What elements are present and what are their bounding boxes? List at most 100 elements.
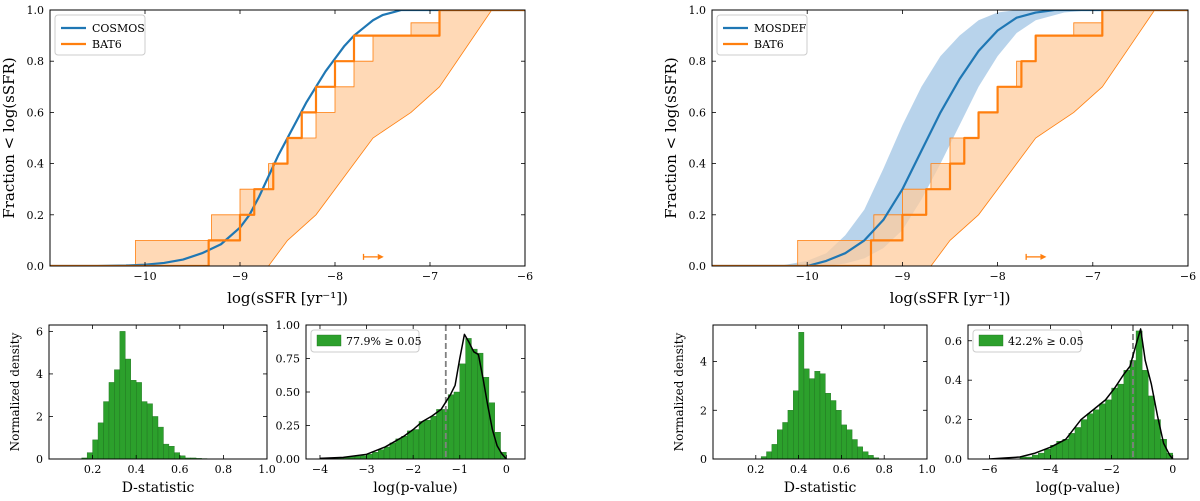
dstat_right-plot-area [760, 332, 880, 459]
pval_left-xtick-label: −4 [312, 463, 328, 476]
pval_left-ytick-label: 0.00 [276, 453, 301, 466]
cdf_left-xtick-label: −6 [517, 270, 533, 283]
dstat_left-plot-area [81, 331, 208, 459]
pval_left-kde-line [319, 333, 507, 459]
pval_left-panel: −4 −3 −2 −1 0 0.00 0.25 0.50 0.75 1.00 log(p-value… [276, 319, 526, 496]
dstat_right-bar [771, 444, 778, 459]
pval_right-bar [1080, 419, 1088, 459]
dstat_right-xtick-label: 0.2 [747, 463, 765, 476]
dstat_right-bar [873, 457, 880, 459]
dstat_left-bar [135, 382, 142, 459]
pval_right-bar [1117, 383, 1125, 459]
pval_right-xtick-label: −6 [981, 463, 997, 476]
dstat_left-bar [157, 426, 164, 459]
dstat_right-bar [825, 393, 831, 459]
cdf_left-bat6-line [50, 10, 525, 266]
pval_left-xlabel: log(p-value) [373, 480, 458, 496]
cdf_right-legend: MOSDEF BAT6 [716, 14, 808, 56]
dstat_left-bar [103, 401, 110, 459]
pval_right-xtick-label: 0 [1169, 463, 1176, 476]
dstat_right-bar [793, 390, 799, 459]
dstat_right-bar [835, 410, 842, 459]
cdf_right-ylabel: Fraction < log(sSFR) [662, 57, 680, 218]
dstat_left-ytick-label: 6 [36, 325, 43, 338]
dstat_left-xtick-label: 0.6 [171, 463, 189, 476]
dstat_right-bar [862, 451, 869, 459]
pval_left-bar [395, 438, 402, 459]
cdf_left-ytick-label: 0.6 [27, 106, 45, 119]
dstat_right-bar [782, 422, 789, 459]
pval_right-bar [1123, 370, 1131, 459]
pval_right-bar [1044, 448, 1051, 459]
pval_left-bar [424, 419, 431, 459]
cdf_left-legend-label-bat6: BAT6 [92, 38, 122, 51]
pval_left-xtick-label: 0 [503, 463, 510, 476]
cdf_right-xtick-label: −7 [1085, 270, 1101, 283]
pval_left-bar [418, 421, 426, 459]
dstat_right-xtick-label: 0.4 [790, 463, 808, 476]
dstat_right-ylabel: Normalized density [672, 332, 686, 451]
dstat_right-bar [819, 373, 826, 459]
cdf_right-ytick-label: 0.8 [689, 55, 707, 68]
pval_left-ytick-label: 1.00 [276, 319, 301, 332]
pval_right-plot-area [989, 325, 1174, 459]
dstat_right-bar [814, 371, 821, 459]
pval_left-legend-swatch [316, 334, 342, 347]
dstat_right-frame [712, 324, 928, 460]
pval_left-bar [482, 377, 490, 459]
pval_left-bar [471, 348, 478, 459]
cdf_left-xtick-label: −10 [133, 270, 156, 283]
pval_right-legend-swatch [978, 334, 1004, 347]
pval_left-xtick-label: −1 [452, 463, 468, 476]
pval_left-xtick-label: −3 [358, 463, 374, 476]
cdf_right-ytick-label: 1.0 [689, 4, 707, 17]
pval_right-bar [1105, 399, 1112, 459]
cdf_right-plot-area [712, 10, 1188, 266]
pval_left-bar [366, 454, 373, 459]
pval_left-bar [453, 391, 460, 459]
dstat_right-ytick-label: 0 [700, 453, 707, 466]
pval_left-bar [378, 449, 385, 459]
pval_right-ytick-label: 0.6 [945, 335, 963, 348]
dstat_left-bar [174, 452, 181, 459]
pval_left-bar [436, 409, 443, 459]
cdf_left-plot-area [50, 10, 525, 266]
pval_left-bar [477, 352, 484, 459]
pval_left-bar [412, 429, 420, 459]
pval_right-ytick-label: 0.4 [945, 374, 963, 387]
pval_right-legend-label: 42.2% ≥ 0.05 [1008, 335, 1084, 348]
cdf_right-ytick-label: 0.0 [689, 260, 707, 273]
pval_left-ytick-label: 0.50 [276, 386, 301, 399]
cdf_left-legend: COSMOS BAT6 [54, 14, 146, 56]
dstat_right-xtick-label: 1.0 [918, 463, 936, 476]
dstat_right-bar [787, 410, 794, 459]
dstat_left-bar [108, 382, 115, 459]
dstat_right-bar [857, 446, 864, 459]
dstat_left-bar [92, 439, 99, 459]
cdf_right-xtick-label: −10 [796, 270, 819, 283]
dstat_right-bar [809, 378, 815, 459]
cdf_left-xlabel: log(sSFR [yr⁻¹]) [227, 289, 348, 307]
pval_right-bar [1099, 403, 1106, 459]
cdf_left-ytick-label: 0.8 [27, 55, 45, 68]
pval_right-bar [1093, 409, 1100, 459]
pval_right-frame [967, 324, 1189, 460]
cdf_right-xtick-label: −6 [1180, 270, 1196, 283]
cdf_right-ytick-label: 0.6 [689, 106, 707, 119]
dstat_right-bar [830, 400, 837, 459]
dstat_right-panel: 0.2 0.4 0.6 0.8 1.0 0 2 4 D-statistic Normalized … [672, 324, 936, 496]
cdf_left-xtick-label: −9 [232, 270, 248, 283]
dstat_right-bar [803, 368, 810, 459]
pval_right-kde-line [989, 328, 1174, 459]
cdf_left-xtick-label: −7 [422, 270, 438, 283]
dstat_left-bar [152, 416, 159, 459]
pval_right-xlabel: log(p-value) [1036, 480, 1121, 496]
dstat_left-bar [130, 380, 137, 459]
pval_left-bar [430, 415, 437, 459]
dstat_left-xtick-label: 0.8 [215, 463, 233, 476]
pval_left-xtick-label: −2 [405, 463, 421, 476]
dstat_left-bar [146, 403, 153, 459]
cdf_left-panel: −10 −9 −8 −7 −6 0.0 0.2 0.4 0.6 0.8 1.0 log(sSFR [y… [0, 4, 533, 307]
dstat_right-bar [777, 429, 783, 459]
